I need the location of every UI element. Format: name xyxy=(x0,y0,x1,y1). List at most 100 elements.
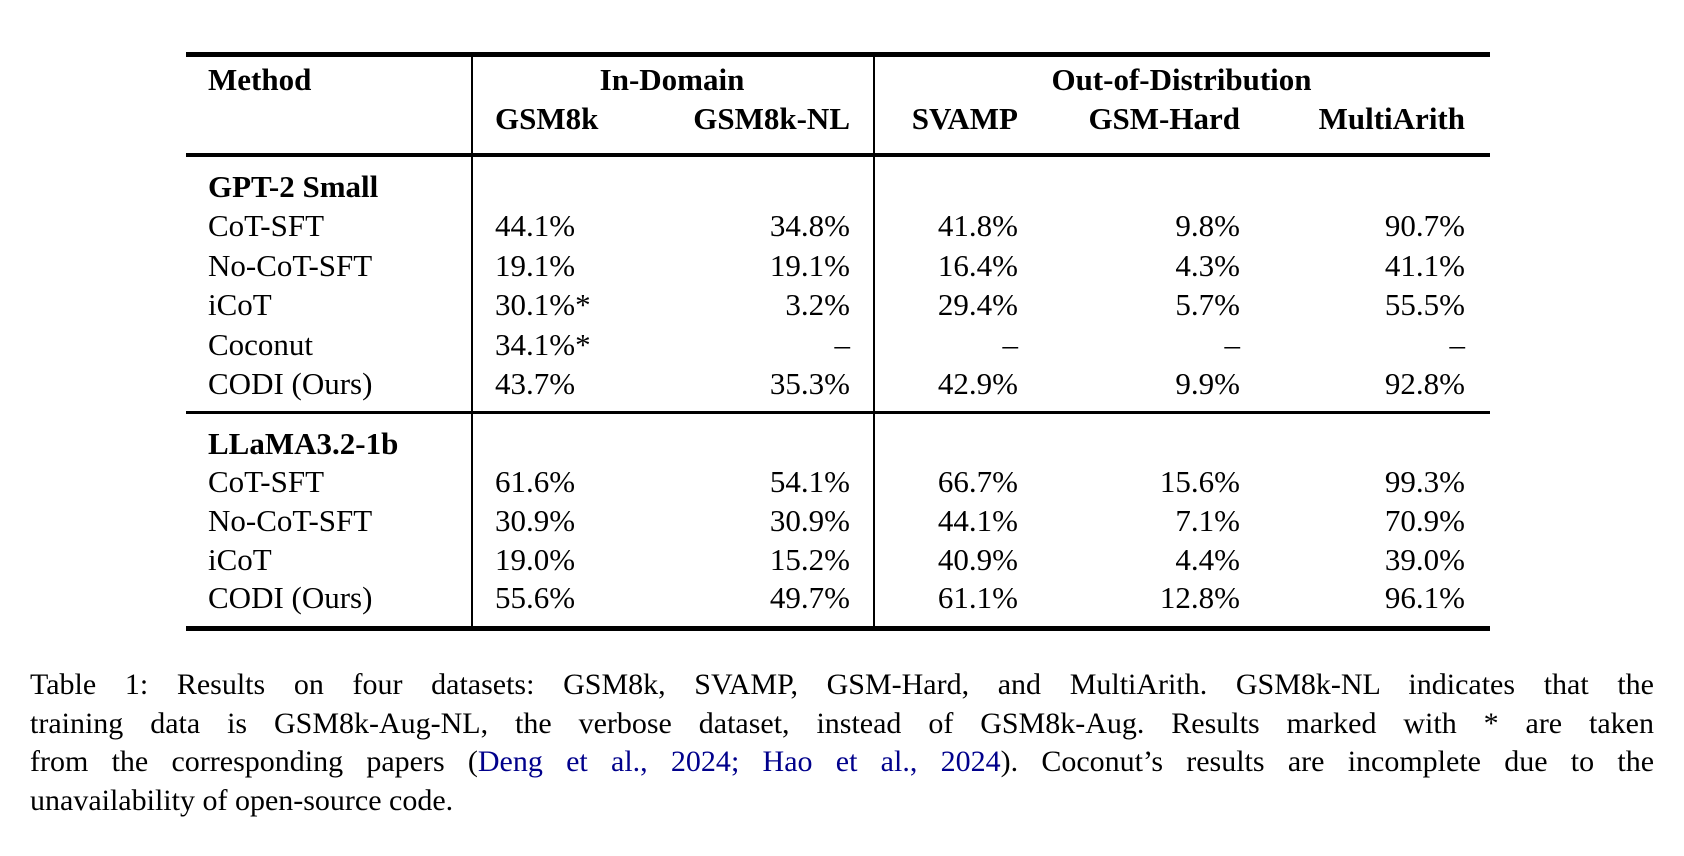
table-row: No-CoT-SFT 30.9% 30.9% 44.1% 7.1% 70.9% xyxy=(186,502,1490,541)
value-cell-multiarith xyxy=(1255,167,1490,206)
caption-line-3: from the corresponding papers (Deng et a… xyxy=(30,743,1654,782)
table-row: CoT-SFT 61.6% 54.1% 66.7% 15.6% 99.3% xyxy=(186,463,1490,502)
value-cell-gsm8k: 44.1% xyxy=(495,208,576,244)
citation-link[interactable]: Hao et al., 2024 xyxy=(762,745,1001,778)
table-top-rule xyxy=(186,52,1490,57)
value-cell-gsm-hard xyxy=(1033,425,1255,464)
value-cell-gsm8k-nl: 49.7% xyxy=(769,580,850,616)
method-cell: No-CoT-SFT xyxy=(208,247,373,283)
column-group-out-of-distribution: Out-of-Distribution xyxy=(1051,62,1312,97)
section-title-row: GPT-2 Small xyxy=(186,167,1490,206)
value-cell-svamp: 66.7% xyxy=(937,464,1018,500)
table-header-group-row: Method In-Domain Out-of-Distribution xyxy=(186,61,1490,98)
value-cell-svamp xyxy=(873,425,1033,464)
value-cell-multiarith: 39.0% xyxy=(1384,541,1465,577)
value-cell-svamp: 40.9% xyxy=(937,541,1018,577)
caption-text: from the corresponding papers ( xyxy=(30,745,478,778)
citation-link[interactable]: ; xyxy=(730,745,763,778)
method-cell: CODI (Ours) xyxy=(208,580,373,616)
value-cell-multiarith: 41.1% xyxy=(1384,247,1465,283)
table-section-rule xyxy=(186,411,1490,414)
table-row: iCoT 30.1%* 3.2% 29.4% 5.7% 55.5% xyxy=(186,285,1490,324)
value-cell-gsm8k-nl xyxy=(640,425,873,464)
value-cell-multiarith: – xyxy=(1449,326,1466,362)
value-cell-multiarith: 92.8% xyxy=(1384,365,1465,401)
table-caption: Table 1: Results on four datasets: GSM8k… xyxy=(30,666,1654,820)
value-cell-gsm8k-nl: 19.1% xyxy=(769,247,850,283)
section-title-row: LLaMA3.2-1b xyxy=(186,425,1490,464)
value-cell-gsm-hard: 4.3% xyxy=(1175,247,1240,283)
method-cell: CoT-SFT xyxy=(208,208,325,244)
value-cell-gsm-hard: 9.8% xyxy=(1175,208,1240,244)
caption-line-4: unavailability of open-source code. xyxy=(30,782,1654,821)
value-cell-svamp: – xyxy=(1002,326,1019,362)
value-cell-multiarith: 96.1% xyxy=(1384,580,1465,616)
value-cell-svamp: 42.9% xyxy=(937,365,1018,401)
value-cell-gsm8k: 19.1% xyxy=(495,247,576,283)
value-cell-gsm8k xyxy=(471,167,640,206)
value-cell-svamp: 44.1% xyxy=(937,502,1018,538)
table-row: iCoT 19.0% 15.2% 40.9% 4.4% 39.0% xyxy=(186,541,1490,580)
caption-text: training data is GSM8k-Aug-NL, the verbo… xyxy=(30,706,1654,740)
column-header-multiarith: MultiArith xyxy=(1318,101,1465,136)
method-cell: CoT-SFT xyxy=(208,464,325,500)
value-cell-gsm8k-nl: 15.2% xyxy=(769,541,850,577)
value-cell-gsm8k-nl: – xyxy=(834,326,851,362)
value-cell-gsm8k-nl: 35.3% xyxy=(769,365,850,401)
value-cell-gsm8k: 61.6% xyxy=(495,464,576,500)
value-cell-svamp: 16.4% xyxy=(937,247,1018,283)
table-section-gpt2-small: GPT-2 Small CoT-SFT 44.1% 34.8% 41.8% 9.8% 90.… xyxy=(186,167,1490,403)
table-header-rule xyxy=(186,153,1490,157)
method-cell: iCoT xyxy=(208,541,272,577)
value-cell-multiarith: 55.5% xyxy=(1384,287,1465,323)
value-cell-gsm8k-nl: 30.9% xyxy=(769,502,850,538)
value-cell-multiarith: 99.3% xyxy=(1384,464,1465,500)
value-cell-svamp: 29.4% xyxy=(937,287,1018,323)
column-header-spacer xyxy=(186,98,471,140)
value-cell-gsm-hard: – xyxy=(1224,326,1241,362)
method-cell: No-CoT-SFT xyxy=(208,502,373,538)
table-row: CODI (Ours) 55.6% 49.7% 61.1% 12.8% 96.1% xyxy=(186,579,1490,618)
table-header-column-row: GSM8k GSM8k-NL SVAMP GSM-Hard MultiArith xyxy=(186,98,1490,140)
table-vertical-rule-1 xyxy=(471,57,473,626)
value-cell-gsm8k xyxy=(471,425,640,464)
value-cell-gsm-hard: 4.4% xyxy=(1175,541,1240,577)
value-cell-gsm8k-nl: 3.2% xyxy=(785,287,850,323)
value-cell-gsm8k: 30.1%* xyxy=(495,287,591,323)
value-cell-gsm8k-nl: 34.8% xyxy=(769,208,850,244)
value-cell-gsm-hard: 15.6% xyxy=(1159,464,1240,500)
table-section-llama32-1b: LLaMA3.2-1b CoT-SFT 61.6% 54.1% 66.7% 15.6% 99… xyxy=(186,425,1490,618)
caption-text: ). Coconut’s results are incomplete due … xyxy=(1000,745,1655,778)
value-cell-multiarith: 90.7% xyxy=(1384,208,1465,244)
caption-text: Table 1: Results on four datasets: GSM8k… xyxy=(30,668,1654,701)
value-cell-gsm8k: 43.7% xyxy=(495,365,576,401)
value-cell-gsm-hard: 5.7% xyxy=(1175,287,1240,323)
caption-text: unavailability of open-source code. xyxy=(30,783,454,817)
caption-line-1: Table 1: Results on four datasets: GSM8k… xyxy=(30,666,1654,705)
table-row: Coconut 34.1%* – – – – xyxy=(186,325,1490,364)
results-table: Method In-Domain Out-of-Distribution GSM… xyxy=(186,52,1490,631)
column-header-svamp: SVAMP xyxy=(911,101,1018,136)
value-cell-gsm-hard: 9.9% xyxy=(1175,365,1240,401)
table-row: CoT-SFT 44.1% 34.8% 41.8% 9.8% 90.7% xyxy=(186,206,1490,245)
value-cell-gsm8k: 19.0% xyxy=(495,541,576,577)
section-title: GPT-2 Small xyxy=(208,169,379,204)
table-vertical-rule-2 xyxy=(873,57,875,626)
column-header-method: Method xyxy=(208,62,312,97)
value-cell-multiarith: 70.9% xyxy=(1384,502,1465,538)
method-cell: iCoT xyxy=(208,287,272,323)
method-cell: CODI (Ours) xyxy=(208,365,373,401)
column-group-in-domain: In-Domain xyxy=(599,62,745,97)
column-header-gsm8k-nl: GSM8k-NL xyxy=(693,101,850,136)
value-cell-gsm-hard: 7.1% xyxy=(1175,502,1240,538)
value-cell-gsm8k-nl xyxy=(640,167,873,206)
caption-line-2: training data is GSM8k-Aug-NL, the verbo… xyxy=(30,705,1654,744)
value-cell-gsm8k: 34.1%* xyxy=(495,326,591,362)
value-cell-svamp xyxy=(873,167,1033,206)
column-header-gsm-hard: GSM-Hard xyxy=(1088,101,1240,136)
table-bottom-rule xyxy=(186,626,1490,631)
table-row: CODI (Ours) 43.7% 35.3% 42.9% 9.9% 92.8% xyxy=(186,364,1490,403)
citation-link[interactable]: Deng et al., 2024 xyxy=(477,745,731,778)
method-cell: Coconut xyxy=(208,326,314,362)
